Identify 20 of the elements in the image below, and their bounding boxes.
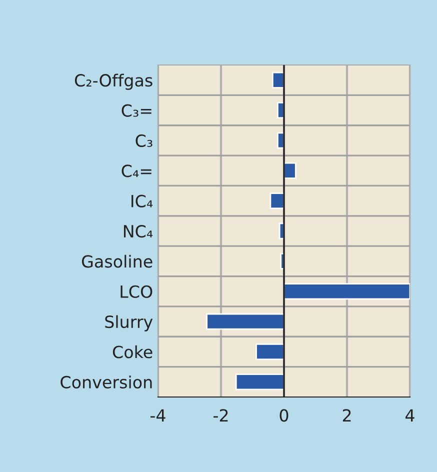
- x-tick-label: -4: [150, 409, 166, 422]
- y-tick-label: Gasoline: [82, 254, 152, 268]
- y-tick-label: Slurry: [105, 315, 153, 332]
- y-tick-label: NC₄: [124, 224, 153, 238]
- x-tick-label: 2: [342, 409, 351, 422]
- y-tick-label: Coke: [112, 345, 152, 358]
- y-tick-label: C₃=: [122, 104, 152, 117]
- y-tick-label: C₃: [136, 134, 152, 148]
- bar: [283, 283, 410, 300]
- y-tick-label: IC₄: [132, 194, 153, 208]
- x-tick-label: 4: [406, 409, 414, 422]
- x-tick-label: -2: [214, 409, 228, 422]
- y-tick-label: C₄=: [122, 164, 152, 178]
- x-tick-label: 0: [280, 409, 288, 422]
- bar: [206, 313, 285, 330]
- bar: [235, 374, 285, 390]
- bar: [256, 343, 285, 360]
- y-tick-label: Conversion: [60, 376, 152, 388]
- y-tick-label: LCO: [120, 285, 152, 298]
- y-tick-label: C₂-Offgas: [74, 74, 152, 90]
